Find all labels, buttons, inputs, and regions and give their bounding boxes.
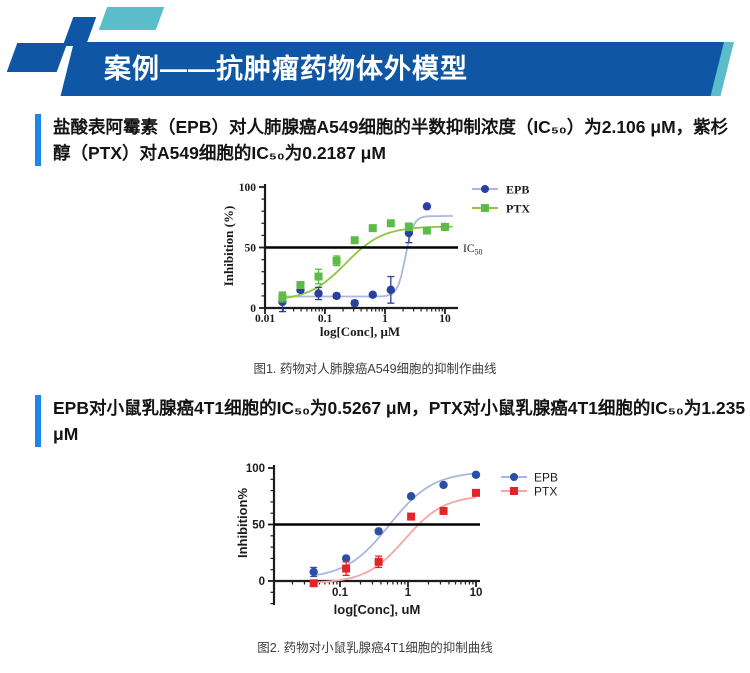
fit-curve-EPB [281, 215, 453, 298]
decor-blue-parallelogram-left [6, 43, 68, 72]
svg-text:0: 0 [250, 303, 256, 315]
figure2-caption: 图2. 药物对小鼠乳腺癌4T1细胞的抑制曲线 [257, 641, 493, 655]
decor-teal-parallelogram [98, 7, 165, 30]
x-axis-label: log[Conc], uM [334, 602, 421, 617]
finding-text-a549-paragraph: 盐酸表阿霉素（EPB）对人肺腺癌A549细胞的半数抑制浓度（IC₅₀）为2.10… [53, 117, 729, 163]
finding-text-4t1: EPB对小鼠乳腺癌4T1细胞的IC₅₀为0.5267 μM，PTX对小鼠乳腺癌4… [35, 395, 750, 447]
legend-label-PTX: PTX [506, 202, 530, 216]
svg-text:0.1: 0.1 [332, 587, 349, 599]
series-PTX [309, 488, 480, 588]
x-axis-label: log[Conc], μM [320, 324, 400, 339]
legend-label-EPB: EPB [534, 471, 558, 485]
y-axis-label: Inhibition (%) [221, 206, 236, 287]
svg-text:50: 50 [252, 520, 265, 532]
series-EPB [278, 202, 450, 313]
svg-text:10: 10 [439, 313, 451, 325]
svg-text:50: 50 [245, 243, 257, 255]
legend-label-PTX: PTX [534, 485, 557, 499]
svg-text:0.01: 0.01 [255, 313, 275, 325]
finding-text-a549: 盐酸表阿霉素（EPB）对人肺腺癌A549细胞的半数抑制浓度（IC₅₀）为2.10… [35, 114, 741, 166]
svg-text:0: 0 [259, 576, 265, 588]
y-axis-label: Inhibition% [235, 488, 250, 558]
series-EPB [309, 470, 481, 578]
svg-text:1: 1 [382, 313, 388, 325]
series-PTX [278, 219, 449, 303]
svg-text:10: 10 [470, 587, 483, 599]
fit-curve-PTX [312, 496, 477, 584]
axes: 0 50 100 0.01 0.1 1 10 [239, 182, 458, 325]
chart-a549-inhibition-curve: 0 50 100 0.01 0.1 1 10 log[Conc], μM Inhibition … [221, 182, 530, 339]
svg-text:100: 100 [239, 182, 257, 194]
figure1-caption: 图1. 药物对人肺腺癌A549细胞的抑制作曲线 [253, 362, 497, 376]
ic50-line-label: IC50 [463, 243, 483, 257]
axes: 0 50 100 0.1 1 10 [246, 463, 483, 605]
svg-text:1: 1 [405, 587, 412, 599]
fit-curve-PTX [280, 225, 453, 300]
legend-label-EPB: EPB [506, 183, 529, 197]
svg-text:100: 100 [246, 463, 265, 475]
page-title: 案例——抗肿瘤药物体外模型 [104, 54, 468, 84]
chart-4t1-inhibition-curve: 0 50 100 0.1 1 10 log[Conc], uM Inhibition% EPBP… [235, 463, 558, 617]
legend: EPB PTX [472, 183, 530, 216]
finding-text-4t1-paragraph: EPB对小鼠乳腺癌4T1细胞的IC₅₀为0.5267 μM，PTX对小鼠乳腺癌4… [53, 398, 746, 444]
fit-curve-EPB [312, 472, 477, 577]
svg-text:0.1: 0.1 [318, 313, 333, 325]
